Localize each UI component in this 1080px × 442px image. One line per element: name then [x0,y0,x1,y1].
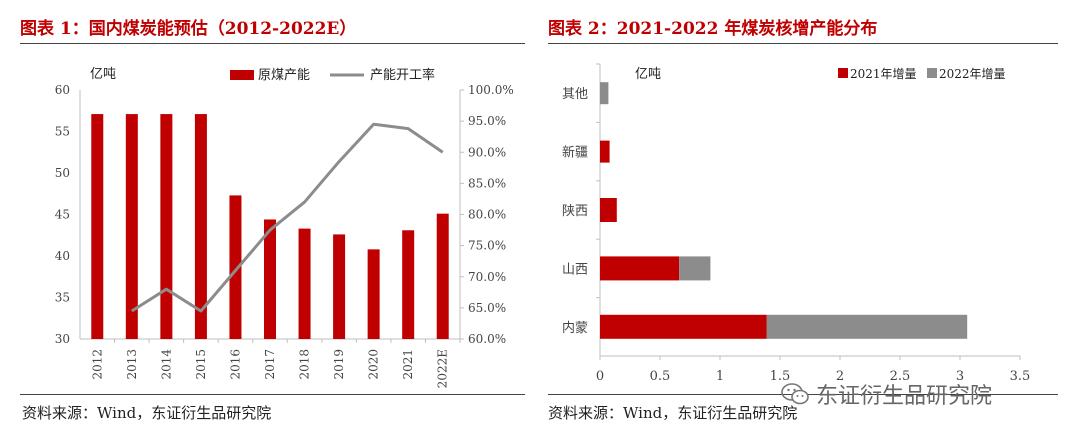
left-source: 资料来源：Wind，东证衍生品研究院 [22,404,272,422]
left-source-rule [20,394,525,395]
bar-原煤产能-2013 [125,114,138,339]
x-tick-label: 2016 [228,349,242,380]
y2-tick-label: 60.0% [468,332,506,346]
legend-label-产能开工率: 产能开工率 [370,67,435,83]
y2-tick-label: 90.0% [468,145,506,159]
y2-tick-label: 80.0% [468,208,506,222]
y2-tick-label: 70.0% [468,270,506,284]
x-tick-label: 2013 [125,349,139,380]
bar-原煤产能-2018 [298,228,311,339]
right-unit-label: 亿吨 [635,67,661,82]
x-tick-label: 0 [596,369,604,384]
x-tick-label: 2019 [332,349,346,380]
watermark-text: 东证衍生品研究院 [816,384,993,409]
right-figure-title: 图表 2：2021-2022 年煤炭核增产能分布 [548,19,878,39]
y-tick-label: 山西 [562,262,588,277]
bar-原煤产能-2012 [91,114,104,339]
bar-2022年增量-内蒙 [766,314,968,339]
right-title-rule [548,43,1058,44]
legend-swatch-原煤产能 [230,70,254,80]
y2-tick-label: 75.0% [468,239,506,253]
y-tick-label: 50 [55,166,70,180]
y-tick-label: 45 [55,208,70,222]
legend-swatch-2022 [927,68,937,78]
x-tick-label: 2014 [159,349,173,380]
bar-2022年增量-山西 [679,256,711,281]
right-source: 资料来源：Wind，东证衍生品研究院 [548,404,798,422]
x-tick-label: 3 [956,369,964,384]
x-tick-label: 2015 [194,349,208,380]
watermark: 东证衍生品研究院 [780,378,992,410]
legend-label-2022: 2022年增量 [939,67,1006,81]
bar-2022年增量-其他 [600,82,609,105]
legend-swatch-2021 [838,68,848,78]
bar-原煤产能-2015 [194,114,207,339]
left-chart: 30 35 40 45 50 55 60 60.0% 65.0% 70.0% 75.0% 80.0% 8… [55,67,514,388]
bar-2021年增量-陕西 [600,198,617,222]
x-tick-label: 2 [836,369,844,384]
y-tick-label: 40 [55,249,70,263]
bar-2021年增量-新疆 [600,140,610,163]
legend-label-2021: 2021年增量 [850,67,917,81]
x-tick-label: 2018 [298,349,312,380]
left-title-rule [20,43,525,44]
y-tick-label: 新疆 [562,145,588,161]
y-tick-label: 30 [55,332,70,346]
left-figure-title: 图表 1：国内煤炭能预估（2012-2022E） [20,19,357,39]
bar-原煤产能-2019 [333,234,346,339]
line-产能开工率 [131,122,444,313]
bar-原煤产能-2021 [402,230,415,339]
y-tick-label: 60 [55,83,70,97]
bar-原煤产能-2020 [367,249,380,339]
x-tick-label: 1.5 [770,369,791,384]
bar-2021年增量-内蒙 [600,314,767,339]
x-tick-label: 2020 [367,349,381,380]
x-tick-label: 1 [716,369,724,384]
bar-原煤产能-2014 [160,114,173,339]
y2-tick-label: 65.0% [468,301,506,315]
y-tick-label: 陕西 [562,204,588,219]
bar-2021年增量-山西 [600,256,680,281]
x-tick-label: 0.5 [650,369,671,384]
y2-tick-label: 100.0% [468,83,514,97]
y-tick-label: 55 [55,125,70,139]
left-unit-label: 亿吨 [90,67,116,82]
x-tick-label: 3.5 [1010,369,1031,384]
x-tick-label: 2017 [263,349,277,380]
y-tick-label: 内蒙 [562,320,588,336]
right-panel: 图表 2：2021-2022 年煤炭核增产能分布 0 0.5 1 1.5 2 2.5 3 3.… [540,0,1080,442]
bar-原煤产能-2022E [436,213,449,339]
y2-tick-label: 95.0% [468,114,506,128]
x-tick-label: 2021 [401,349,415,380]
bar-原煤产能-2016 [229,195,242,339]
legend-label-原煤产能: 原煤产能 [258,68,310,83]
x-tick-label: 2012 [90,349,104,380]
wechat-icon [781,383,809,405]
y-tick-label: 35 [55,291,70,305]
bar-原煤产能-2017 [264,219,276,339]
y-tick-label: 其他 [562,87,588,102]
left-panel: 图表 1：国内煤炭能预估（2012-2022E） 30 35 40 45 50 55 60 6… [0,0,530,442]
x-tick-label: 2.5 [890,369,911,384]
x-tick-label: 2022E [436,349,450,388]
y2-tick-label: 85.0% [468,176,506,190]
